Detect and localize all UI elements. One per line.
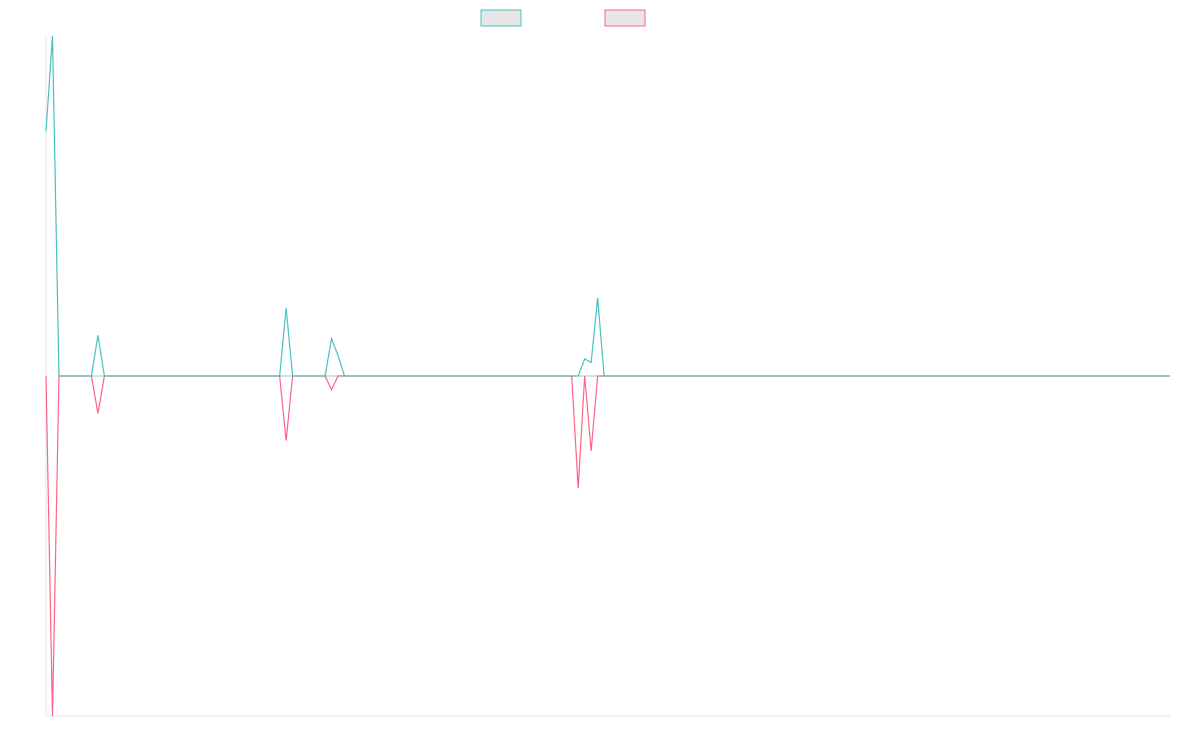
legend-swatch-2[interactable] — [604, 9, 646, 27]
series-line-1 — [45, 35, 1170, 377]
plot-area — [45, 35, 1170, 717]
legend-swatch-1[interactable] — [480, 9, 522, 27]
legend[interactable] — [480, 9, 646, 27]
series-line-2 — [45, 375, 1170, 717]
